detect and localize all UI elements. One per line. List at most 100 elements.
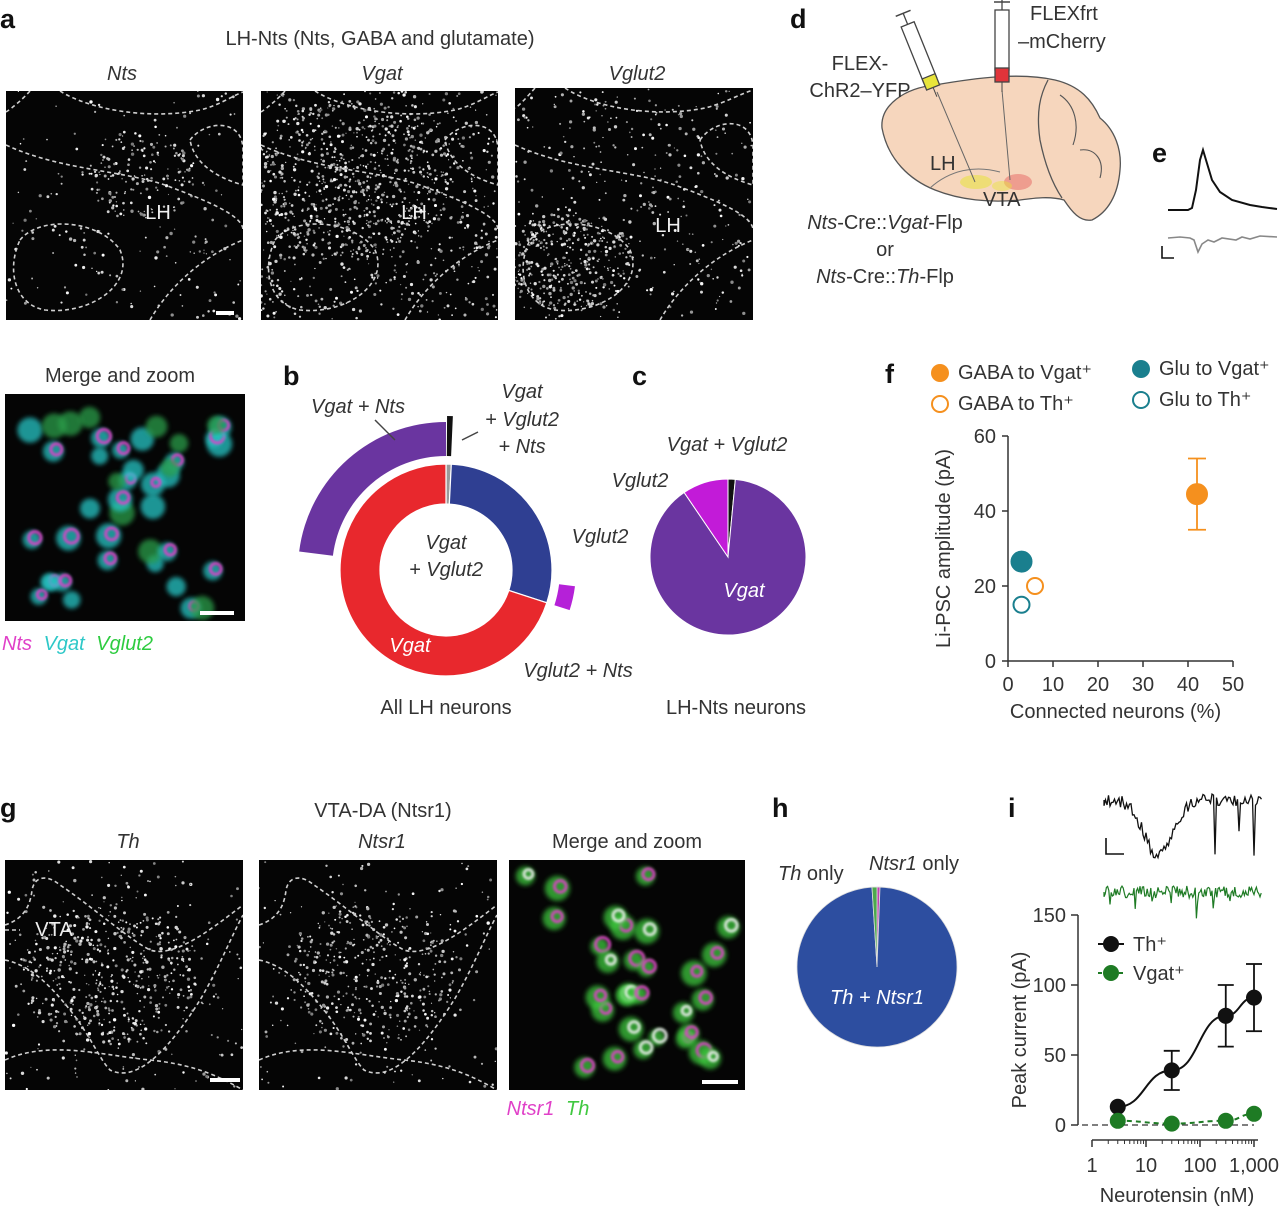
speckle — [359, 1012, 362, 1015]
speckle — [113, 162, 116, 166]
speckle — [59, 915, 61, 918]
cell-ring — [611, 908, 626, 923]
speckle — [313, 204, 315, 207]
speckle — [164, 1047, 168, 1051]
speckle — [172, 979, 175, 983]
speckle — [273, 245, 277, 249]
speckle — [261, 268, 264, 271]
speckle — [74, 1067, 77, 1070]
speckle — [487, 160, 491, 164]
speckle — [341, 122, 345, 126]
speckle — [433, 973, 436, 976]
speckle — [424, 137, 427, 139]
speckle — [390, 115, 394, 119]
traces-i — [1103, 793, 1263, 919]
speckle — [434, 140, 439, 144]
speckle — [35, 217, 38, 220]
speckle — [411, 1074, 414, 1076]
speckle — [329, 943, 333, 947]
speckle — [675, 180, 678, 184]
speckle — [134, 132, 137, 135]
speckle — [116, 1000, 119, 1003]
speckle — [403, 958, 407, 962]
speckle — [392, 203, 394, 206]
speckle — [98, 907, 100, 909]
speckle — [127, 1016, 130, 1019]
speckle — [585, 253, 588, 257]
speckle — [629, 235, 633, 239]
speckle — [395, 271, 397, 274]
fluorescent-cell — [544, 875, 570, 901]
speckle — [83, 1016, 87, 1020]
speckle — [434, 149, 438, 153]
speckle — [334, 220, 337, 223]
speckle — [229, 259, 231, 261]
speckle — [100, 1023, 104, 1027]
speckle — [342, 266, 346, 269]
speckle — [123, 941, 126, 944]
speckle — [22, 989, 26, 993]
speckle — [293, 245, 296, 248]
speckle — [343, 956, 346, 959]
speckle — [671, 108, 674, 111]
speckle — [648, 201, 650, 203]
speckle — [189, 949, 191, 952]
speckle — [291, 176, 293, 179]
y-tick-label: 40 — [974, 501, 996, 523]
speckle — [655, 111, 658, 114]
speckle — [482, 222, 486, 226]
speckle — [298, 186, 300, 188]
speckle — [618, 232, 622, 235]
speckle — [156, 151, 159, 154]
speckle — [173, 228, 176, 230]
speckle — [182, 1071, 185, 1074]
speckle — [285, 109, 288, 112]
speckle — [61, 1056, 65, 1060]
speckle — [313, 207, 318, 211]
speckle — [135, 897, 137, 899]
speckle — [59, 960, 63, 964]
speckle — [138, 166, 142, 169]
speckle — [121, 147, 125, 150]
cell-glow — [91, 447, 109, 465]
speckle — [605, 304, 608, 307]
speckle — [338, 951, 341, 954]
speckle — [405, 157, 408, 160]
speckle — [617, 267, 619, 270]
speckle — [168, 981, 171, 983]
speckle — [390, 222, 393, 224]
speckle — [149, 160, 152, 164]
speckle — [382, 248, 385, 251]
speckle — [596, 243, 600, 247]
speckle — [408, 983, 410, 986]
speckle — [318, 110, 322, 113]
fluorescent-cell — [22, 530, 43, 549]
speckle — [392, 184, 395, 186]
speckle — [288, 139, 290, 141]
speckle — [208, 299, 212, 303]
speckle — [366, 1037, 369, 1040]
speckle — [306, 232, 310, 236]
speckle — [486, 246, 491, 250]
merge-legend-a: Nts Vgat Vglut2 — [2, 633, 153, 655]
speckle — [517, 254, 521, 257]
speckle — [545, 287, 549, 290]
speckle — [535, 238, 538, 241]
speckle — [349, 1008, 352, 1012]
speckle — [511, 268, 513, 270]
speckle — [288, 98, 292, 102]
speckle — [31, 231, 34, 234]
speckle — [336, 159, 338, 162]
speckle — [356, 135, 358, 138]
speckle — [613, 245, 616, 247]
speckle — [393, 247, 395, 249]
speckle — [641, 254, 644, 257]
speckle — [195, 285, 199, 289]
speckle — [302, 963, 306, 967]
speckle — [325, 198, 328, 201]
speckle — [369, 220, 372, 223]
speckle — [442, 972, 446, 976]
speckle — [630, 127, 634, 131]
speckle — [156, 875, 160, 879]
speckle — [401, 925, 404, 928]
